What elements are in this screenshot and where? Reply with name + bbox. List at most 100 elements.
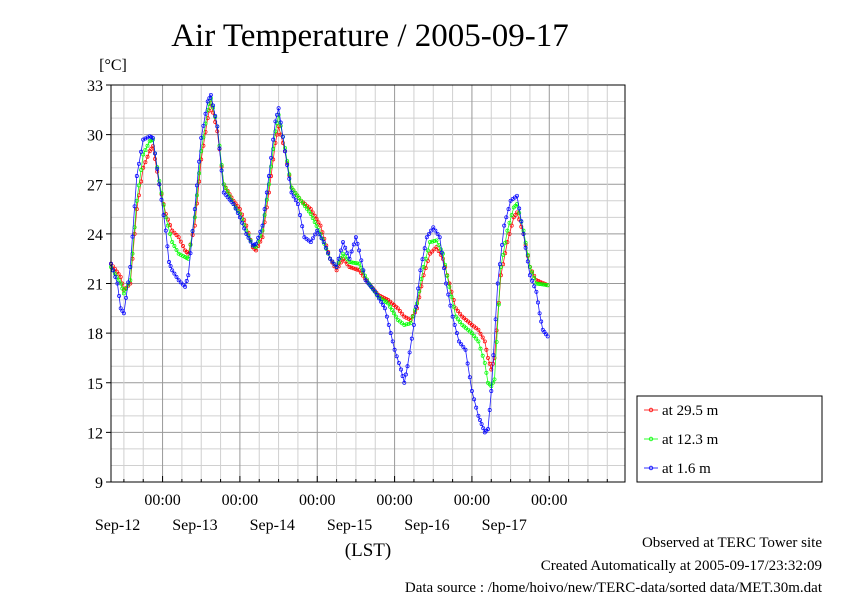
data-point (116, 272, 121, 277)
data-point (343, 259, 348, 264)
data-point (343, 254, 348, 259)
data-point (525, 259, 530, 264)
data-point (355, 241, 360, 246)
data-point (399, 367, 403, 372)
data-point (168, 223, 173, 228)
data-point (490, 380, 495, 385)
data-point (308, 240, 313, 245)
data-point (359, 258, 364, 263)
data-point (276, 106, 281, 111)
y-axis: 9 12 15 18 21 24 27 30 33 (87, 78, 111, 492)
data-point (398, 309, 402, 314)
data-point (377, 296, 382, 301)
data-point (172, 244, 177, 248)
data-point (312, 213, 317, 218)
data-point (396, 360, 401, 365)
data-point (486, 355, 490, 360)
series-line (110, 103, 548, 371)
data-point (300, 224, 305, 229)
data-point (314, 223, 319, 228)
data-point (170, 228, 175, 233)
data-point (505, 228, 510, 233)
data-point (353, 266, 358, 271)
data-point (215, 124, 220, 129)
data-point (293, 190, 298, 195)
data-point (139, 149, 144, 154)
data-point (295, 193, 300, 198)
data-point (159, 197, 164, 202)
data-point (225, 190, 230, 195)
data-point (420, 257, 425, 262)
data-point (402, 314, 407, 319)
y-tick-label: 15 (87, 376, 103, 393)
data-point (124, 295, 128, 300)
data-point (155, 166, 160, 171)
data-point (496, 302, 501, 307)
data-point (197, 171, 202, 176)
data-point (269, 155, 274, 160)
data-point (178, 280, 183, 285)
x-tick-time-label: 00:00 (454, 492, 490, 509)
data-point (246, 235, 251, 240)
data-point (278, 120, 283, 125)
data-point (435, 231, 440, 236)
data-point (285, 163, 290, 167)
data-point (463, 347, 468, 352)
data-point (271, 137, 276, 142)
data-point (283, 149, 287, 154)
data-point (355, 261, 360, 266)
data-point (527, 273, 532, 278)
data-point (341, 256, 345, 261)
data-point (298, 213, 303, 218)
data-point (322, 241, 327, 246)
data-point (442, 266, 446, 271)
data-point (418, 268, 423, 273)
data-point (174, 233, 179, 237)
data-point (410, 314, 415, 319)
data-point (367, 282, 372, 287)
data-point (405, 364, 410, 369)
data-point (400, 374, 405, 379)
data-point (254, 241, 258, 246)
data-point (517, 206, 522, 211)
data-point (451, 304, 456, 309)
data-point (310, 216, 315, 220)
x-tick-date-label: Sep-15 (327, 517, 372, 534)
data-point (406, 316, 411, 321)
series-line (110, 93, 549, 434)
data-point (276, 124, 281, 129)
y-tick-label: 27 (87, 177, 103, 194)
data-point (223, 192, 228, 197)
data-point (457, 339, 461, 344)
data-point (430, 249, 435, 254)
data-point (181, 244, 185, 248)
data-point (183, 284, 188, 289)
data-point (143, 148, 148, 153)
data-point (474, 336, 479, 341)
footer-created: Created Automatically at 2005-09-17/23:3… (540, 558, 822, 574)
data-point (181, 253, 185, 258)
data-point (478, 418, 482, 422)
data-point (304, 206, 309, 211)
data-point (197, 159, 202, 164)
data-point (345, 257, 350, 262)
data-point (317, 232, 322, 237)
data-point (489, 389, 494, 393)
data-point (515, 193, 519, 198)
data-point (375, 293, 380, 298)
data-point (153, 151, 157, 156)
data-point (440, 251, 445, 256)
data-point (431, 225, 436, 230)
data-point (446, 292, 451, 297)
data-point (308, 212, 313, 216)
data-point (297, 196, 302, 201)
data-point (223, 186, 228, 191)
data-point (174, 274, 179, 279)
data-point (495, 281, 500, 286)
data-point (445, 273, 450, 278)
data-point (235, 204, 240, 209)
data-point (500, 242, 504, 247)
data-point (425, 258, 430, 263)
data-point (402, 322, 407, 327)
